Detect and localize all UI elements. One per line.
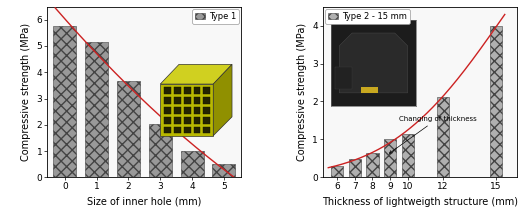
Bar (402, 134, 414, 177)
Bar (85, 42, 108, 177)
Bar (384, 140, 396, 177)
X-axis label: Thickness of lightweigth structure (mm): Thickness of lightweigth structure (mm) (322, 197, 518, 207)
Y-axis label: Compressive strength (MPa): Compressive strength (MPa) (297, 23, 307, 161)
Bar (54, 26, 76, 177)
X-axis label: Size of inner hole (mm): Size of inner hole (mm) (87, 197, 202, 207)
Bar (490, 26, 502, 177)
Bar (149, 124, 172, 177)
Legend: Type 2 - 15 mm: Type 2 - 15 mm (326, 9, 410, 24)
Bar (117, 81, 140, 177)
Bar (366, 153, 379, 177)
Legend: Type 1: Type 1 (193, 9, 239, 24)
Bar (437, 97, 449, 177)
Bar (213, 164, 235, 177)
Bar (331, 166, 343, 177)
Bar (349, 159, 361, 177)
Bar (181, 151, 204, 177)
Y-axis label: Compressive strength (MPa): Compressive strength (MPa) (21, 23, 31, 161)
Text: Changing of thickness: Changing of thickness (390, 116, 477, 153)
